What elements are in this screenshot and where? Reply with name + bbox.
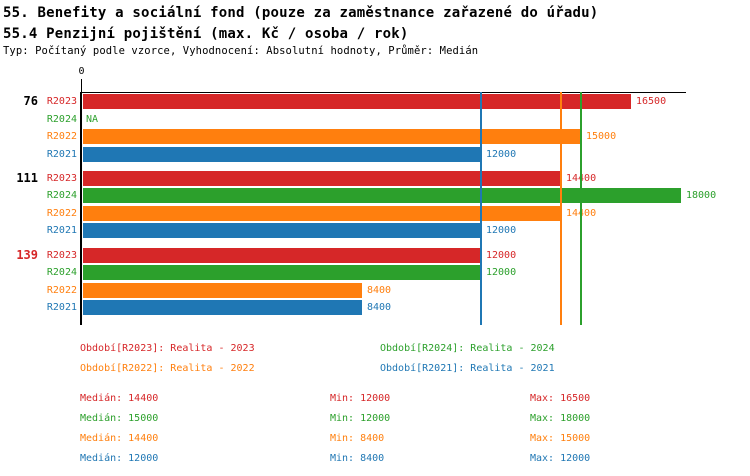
bar-row-label: R2021 bbox=[46, 225, 77, 237]
stat-median-R2023: Medián: 14400 bbox=[80, 393, 159, 404]
bar bbox=[83, 146, 481, 162]
bar bbox=[83, 223, 481, 239]
bar-row-label: R2022 bbox=[46, 284, 77, 296]
bar bbox=[83, 170, 561, 186]
bar-value-label: 12000 bbox=[486, 249, 517, 261]
bar bbox=[83, 188, 681, 204]
na-label: NA bbox=[86, 113, 99, 125]
bar bbox=[83, 265, 481, 281]
bar-row-label: R2023 bbox=[46, 249, 77, 261]
group-label: 139 bbox=[16, 247, 38, 262]
stat-median-R2022: Medián: 14400 bbox=[80, 433, 159, 444]
bar-value-label: 12000 bbox=[486, 225, 517, 237]
y-axis-line bbox=[80, 92, 82, 325]
bar bbox=[83, 94, 631, 109]
page-title-line1: 55. Benefity a sociální fond (pouze za z… bbox=[3, 5, 599, 21]
bar-row-label: R2024 bbox=[46, 267, 77, 279]
bar-value-label: 8400 bbox=[367, 302, 392, 314]
bar-value-label: 12000 bbox=[486, 267, 517, 279]
bar-value-label: 18000 bbox=[686, 190, 717, 202]
bar-value-label: 15000 bbox=[586, 131, 617, 142]
stat-max-R2024: Max: 18000 bbox=[530, 413, 591, 424]
stat-median-R2024: Medián: 15000 bbox=[80, 413, 159, 424]
stat-min-R2021: Min: 8400 bbox=[330, 453, 385, 464]
legend-entry-R2024: Období[R2024]: Realita - 2024 bbox=[380, 343, 555, 354]
median-line-R2024 bbox=[580, 92, 582, 325]
stat-max-R2022: Max: 15000 bbox=[530, 433, 591, 444]
bar-row-label: R2023 bbox=[46, 96, 77, 107]
stat-max-R2021: Max: 12000 bbox=[530, 453, 591, 464]
median-line-R2022 bbox=[560, 92, 562, 325]
page-title-line2: 55.4 Penzijní pojištění (max. Kč / osoba… bbox=[3, 26, 409, 42]
bar bbox=[83, 205, 561, 221]
bar bbox=[83, 247, 481, 263]
bar bbox=[83, 129, 581, 144]
bar-row-label: R2024 bbox=[46, 113, 77, 125]
bar-row-label: R2022 bbox=[46, 207, 77, 219]
legend-entry-R2022: Období[R2022]: Realita - 2022 bbox=[80, 363, 255, 374]
bar-value-label: 16500 bbox=[636, 96, 667, 107]
median-line-R2021 bbox=[480, 92, 482, 325]
bar-row-label: R2021 bbox=[46, 302, 77, 314]
legend-entry-R2023: Období[R2023]: Realita - 2023 bbox=[80, 343, 255, 354]
bar bbox=[83, 300, 362, 316]
x-axis-top-line bbox=[81, 92, 686, 93]
stat-median-R2021: Medián: 12000 bbox=[80, 453, 159, 464]
bar-row-label: R2022 bbox=[46, 131, 77, 142]
chart-subtitle: Typ: Počítaný podle vzorce, Vyhodnocení:… bbox=[3, 45, 479, 57]
group-label: 76 bbox=[23, 94, 38, 108]
stat-min-R2024: Min: 12000 bbox=[330, 413, 391, 424]
axis-origin-label: 0 bbox=[78, 66, 85, 77]
bar bbox=[83, 282, 362, 298]
bar-value-label: 12000 bbox=[486, 148, 517, 160]
axis-tick bbox=[81, 79, 82, 92]
stat-min-R2023: Min: 12000 bbox=[330, 393, 391, 404]
bar-row-label: R2023 bbox=[46, 172, 77, 184]
bar-value-label: 8400 bbox=[367, 284, 392, 296]
group-label: 111 bbox=[16, 170, 38, 185]
legend-entry-R2021: Období[R2021]: Realita - 2021 bbox=[380, 363, 555, 374]
bar-row-label: R2021 bbox=[46, 148, 77, 160]
stat-max-R2023: Max: 16500 bbox=[530, 393, 591, 404]
bar-row-label: R2024 bbox=[46, 190, 77, 202]
stat-min-R2022: Min: 8400 bbox=[330, 433, 385, 444]
